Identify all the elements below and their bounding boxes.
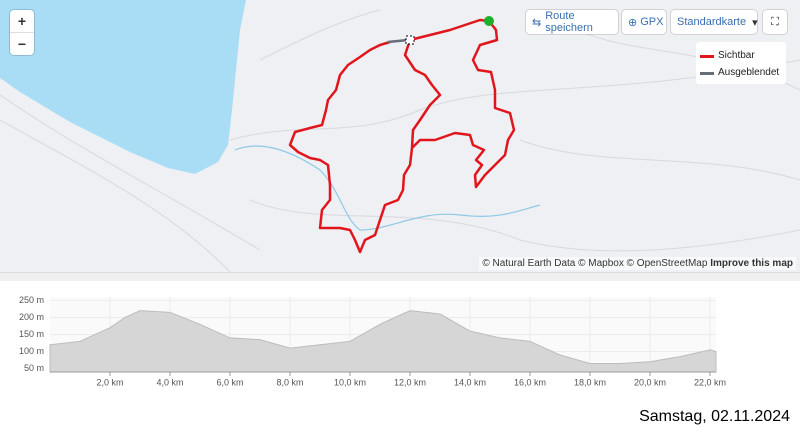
x-tick-label: 8,0 km (276, 377, 303, 387)
x-tick-label: 22,0 km (694, 377, 726, 387)
attribution: © Natural Earth Data © Mapbox © OpenStre… (479, 257, 796, 270)
y-tick-label: 150 m (19, 329, 44, 339)
save-route-label: Route speichern (545, 10, 593, 34)
start-marker[interactable] (484, 16, 494, 26)
x-tick-label: 2,0 km (96, 377, 123, 387)
elevation-area (49, 310, 717, 373)
fullscreen-button[interactable]: ⛶ (763, 10, 787, 34)
x-tick-label: 20,0 km (634, 377, 666, 387)
route-visible (288, 20, 516, 254)
resize-handle[interactable] (0, 272, 800, 281)
map-canvas (0, 0, 800, 272)
zoom-in[interactable]: + (17, 13, 27, 29)
elevation-profile: 50 m 100 m 150 m 200 m 250 m 2,0 km 4,0 km 6,0 … (19, 295, 726, 388)
improve-link[interactable]: Improve this map (710, 258, 793, 269)
attribution-text: © Natural Earth Data © Mapbox © OpenStre… (482, 258, 708, 269)
date: Samstag, 02.11.2024 (639, 408, 790, 425)
lake (0, 0, 246, 174)
x-tick-label: 4,0 km (156, 377, 183, 387)
legend-item: Sichtbar (700, 50, 755, 61)
legend-item: Ausgeblendet (700, 67, 780, 78)
x-tick-label: 18,0 km (574, 377, 606, 387)
x-tick-label: 10,0 km (334, 377, 366, 387)
save-route-button[interactable]: ⇆ Route speichern (526, 10, 618, 34)
x-tick-label: 16,0 km (514, 377, 546, 387)
y-tick-label: 250 m (19, 295, 44, 305)
y-tick-label: 50 m (24, 363, 44, 373)
gpx-button[interactable]: ⊕ GPX (622, 10, 666, 34)
legend-label: Sichtbar (718, 50, 755, 61)
river (234, 145, 541, 231)
y-tick-label: 200 m (19, 312, 44, 322)
route-hidden (387, 38, 409, 44)
legend-label: Ausgeblendet (718, 67, 780, 78)
y-tick-label: 100 m (19, 346, 44, 356)
map[interactable]: + − ⇆ Route speichern ⊕ GPX Standardkarte ▾… (0, 0, 800, 272)
finish-marker[interactable] (405, 35, 415, 45)
zoom-out[interactable]: − (10, 32, 34, 55)
x-tick-label: 14,0 km (454, 377, 486, 387)
zoom-control: + − (10, 10, 34, 55)
x-tick-label: 6,0 km (216, 377, 243, 387)
x-tick-label: 12,0 km (394, 377, 426, 387)
map-style-label: Standardkarte (677, 16, 747, 28)
route-visible-branch (403, 18, 490, 149)
legend: Sichtbar Ausgeblendet (696, 42, 786, 84)
map-style-dropdown[interactable]: Standardkarte ▾ (671, 10, 758, 34)
gpx-label: GPX (640, 16, 664, 28)
